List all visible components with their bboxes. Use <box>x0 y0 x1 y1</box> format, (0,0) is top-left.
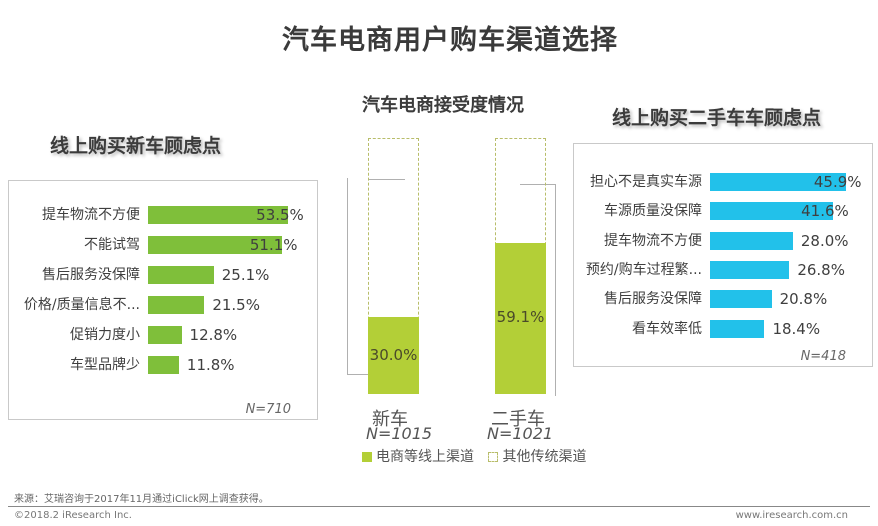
copyright: ©2018.2 iResearch Inc. <box>14 510 132 521</box>
bar <box>710 173 846 191</box>
new-car-concerns-chart: 提车物流不方便 53.5% 不能试驾 51.1% 售后服务没保障 25.1% 价格/质量信息… <box>8 180 318 420</box>
bar <box>148 356 179 374</box>
bar-value: 51.1% <box>249 236 298 254</box>
bar-label: 售后服务没保障 <box>604 291 702 308</box>
bar-row: 车型品牌少 <box>9 355 140 375</box>
website: www.iresearch.com.cn <box>735 510 848 521</box>
legend: 电商等线上渠道 其他传统渠道 <box>362 446 586 466</box>
legend-swatch-solid <box>362 452 372 462</box>
bar-value: 26.8% <box>797 260 845 279</box>
bar-label: 价格/质量信息不... <box>23 297 140 313</box>
connector-line <box>555 184 556 396</box>
bar-value: 11.8% <box>186 356 235 374</box>
footer-divider <box>8 506 870 507</box>
bar <box>148 236 282 254</box>
bar-label: 提车物流不方便 <box>604 232 702 249</box>
bar-label: 售后服务没保障 <box>42 267 140 283</box>
bar-label: 担心不是真实车源 <box>590 174 702 190</box>
bar-value: 12.8% <box>189 326 238 344</box>
stacked-column: 59.1% <box>495 138 546 394</box>
page-title: 汽车电商用户购车渠道选择 <box>282 25 618 56</box>
bar-label: 看车效率低 <box>632 320 702 337</box>
bar-row: 售后服务没保障 <box>574 289 702 309</box>
column-category: 二手车 <box>491 409 545 430</box>
legend-item-traditional: 其他传统渠道 <box>488 449 586 465</box>
bar-value: 20.8% <box>779 290 828 309</box>
acceptance-title: 汽车电商接受度情况 <box>362 95 524 116</box>
bar <box>148 296 205 314</box>
used-car-concerns-chart: 担心不是真实车源 45.9% 车源质量没保障 41.6% 提车物流不方便 28.0% 预约/… <box>573 143 873 367</box>
bar-row: 提车物流不方便 <box>574 231 702 251</box>
bar <box>148 206 289 224</box>
bar-row: 价格/质量信息不... <box>9 295 140 315</box>
sample-size-label: N=418 <box>800 349 846 364</box>
bar <box>148 266 214 284</box>
online-segment: 59.1% <box>495 242 546 394</box>
bar-value: 21.5% <box>212 296 260 314</box>
bar <box>710 202 834 221</box>
bar-row: 不能试驾 <box>9 235 140 255</box>
connector-line <box>520 184 555 185</box>
legend-swatch-dashed <box>488 452 499 462</box>
online-segment: 30.0% <box>368 317 419 394</box>
connector-line <box>347 178 348 375</box>
bar-label: 不能试驾 <box>84 237 140 253</box>
bar-label: 车源质量没保障 <box>604 203 702 220</box>
bar <box>710 231 793 250</box>
bar-row: 提车物流不方便 <box>9 205 140 225</box>
bar-row: 售后服务没保障 <box>9 265 140 285</box>
column-sample-size: N=1015 <box>366 424 433 443</box>
bar-value: 25.1% <box>221 266 270 284</box>
bar-row: 预约/购车过程繁... <box>574 260 702 280</box>
bar <box>710 290 772 309</box>
bar <box>710 319 765 338</box>
bar-value: 18.4% <box>772 319 821 338</box>
bar-label: 车型品牌少 <box>70 357 140 373</box>
bar-label: 促销力度小 <box>70 327 140 343</box>
bar-label: 提车物流不方便 <box>42 207 140 223</box>
source-note: 来源：艾瑞咨询于2017年11月通过iClick网上调查获得。 <box>14 494 269 505</box>
bar-row: 看车效率低 <box>574 319 702 339</box>
new-car-concerns-title: 线上购买新车顾虑点 <box>50 135 222 157</box>
column-value: 30.0% <box>369 345 418 364</box>
bar <box>710 260 790 279</box>
sample-size-label: N=710 <box>245 402 291 417</box>
bar <box>148 326 182 344</box>
bar-row: 车源质量没保障 <box>574 201 702 221</box>
bar-row: 促销力度小 <box>9 325 140 345</box>
bar-value: 41.6% <box>801 202 849 221</box>
bar-value: 28.0% <box>800 231 849 250</box>
used-car-concerns-title: 线上购买二手车车顾虑点 <box>612 107 822 129</box>
column-value: 59.1% <box>496 308 545 327</box>
column-category: 新车 <box>372 409 408 430</box>
bar-label: 预约/购车过程繁... <box>585 261 702 278</box>
connector-line <box>369 179 405 180</box>
stacked-column: 30.0% <box>368 138 419 394</box>
bar-row: 担心不是真实车源 <box>574 172 702 192</box>
column-sample-size: N=1021 <box>487 424 554 443</box>
bar-value: 53.5% <box>256 206 304 224</box>
bar-value: 45.9% <box>813 173 862 191</box>
legend-item-online: 电商等线上渠道 <box>362 449 474 465</box>
connector-line <box>347 374 369 375</box>
